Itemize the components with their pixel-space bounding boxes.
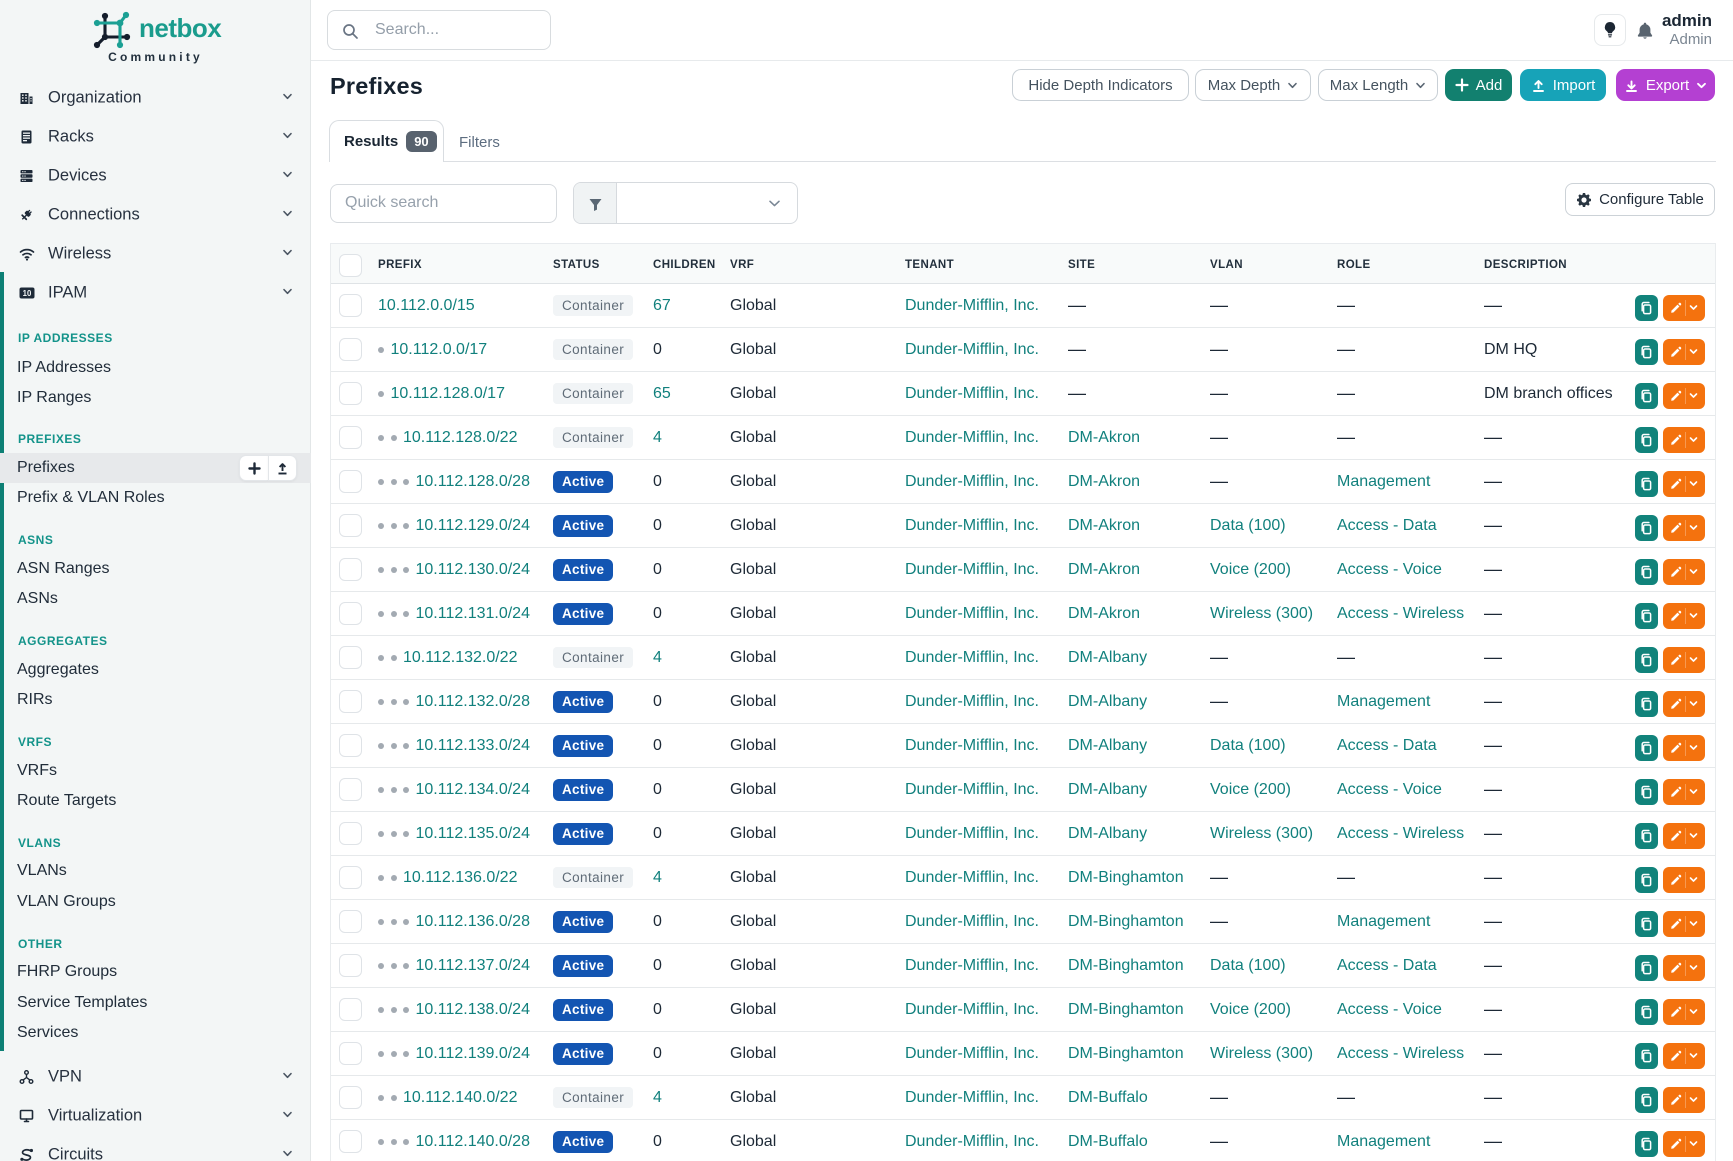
svg-text:10: 10 — [23, 289, 32, 298]
